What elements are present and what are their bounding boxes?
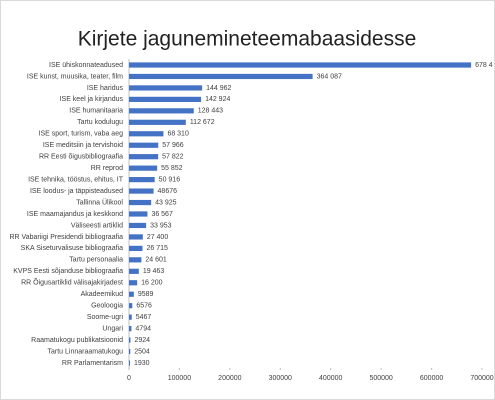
bar: [129, 177, 155, 183]
data-label: 68 310: [167, 131, 189, 138]
bar: [129, 142, 159, 148]
data-label: 27 400: [147, 234, 169, 241]
bar: [129, 268, 139, 274]
bar: [129, 199, 152, 206]
bar: [129, 165, 158, 171]
x-tick-label: 300000: [269, 375, 292, 382]
data-label: 24 601: [145, 257, 167, 264]
x-tick-label: 600000: [420, 375, 443, 382]
y-tick-label: ISE maamajandus ja keskkond: [27, 211, 123, 218]
bar: [129, 303, 133, 309]
data-label: 364 087: [317, 73, 342, 80]
data-label: 48676: [158, 188, 178, 195]
chart-title: Kirjete jagunemineteemabaasidesse: [78, 28, 417, 51]
x-tick-label: 500000: [369, 375, 392, 382]
bar: [129, 314, 132, 320]
bar: [129, 108, 194, 114]
y-tick-label: ISE ühiskonnateadused: [49, 62, 123, 69]
y-tick-label: RR reprod: [91, 165, 123, 172]
data-label: 144 962: [206, 85, 231, 92]
bar: [129, 62, 472, 68]
data-label: 50 916: [159, 176, 181, 183]
x-tick-label: 700000: [470, 375, 493, 382]
y-tick-label: ISE humanitaaria: [69, 108, 123, 115]
data-label: 112 672: [190, 119, 215, 126]
y-tick-label: KVPS Eesti sõjanduse bibliograafia: [13, 268, 123, 275]
data-label: 26 715: [146, 245, 168, 252]
y-tick-label: RR Õigusartiklid välisajakirjadest: [21, 278, 123, 287]
bar: [129, 222, 147, 229]
y-tick-label: Akadeemikud: [81, 291, 124, 298]
bar: [129, 291, 134, 297]
y-tick-label: Väliseesti artiklid: [71, 222, 123, 229]
bar: [129, 360, 130, 366]
bar: [129, 73, 313, 80]
data-label: 6576: [136, 303, 152, 310]
bar: [129, 131, 164, 137]
x-tick-label: 0: [127, 375, 131, 382]
bar: [129, 280, 138, 286]
x-tick-label: 100000: [168, 375, 191, 382]
data-label: 4794: [135, 325, 151, 332]
data-label: 128 443: [198, 108, 223, 115]
y-tick-label: ISE tehnika, tööstus, ehitus, IT: [28, 176, 124, 183]
y-tick-label: Ungari: [102, 325, 123, 332]
data-label: 36 567: [151, 211, 173, 218]
y-tick-label: SKA Siseturvalisuse bibliograafia: [21, 245, 123, 252]
data-label: 1930: [134, 360, 150, 367]
y-tick-label: RR Eesti õigusbibliograafia: [39, 154, 123, 161]
data-label: 43 925: [155, 199, 177, 206]
y-tick-label: Tartu personaalia: [69, 257, 123, 264]
bar: [129, 188, 154, 194]
bar: [129, 348, 131, 355]
y-tick-label: Tallinna Ülikool: [76, 198, 123, 206]
bar: [129, 245, 143, 251]
y-tick-label: ISE haridus: [87, 85, 124, 92]
data-label: 9589: [138, 291, 154, 298]
y-tick-label: ISE keel ja kirjandus: [60, 96, 124, 103]
data-label: 5467: [136, 314, 152, 321]
bar: [129, 257, 142, 263]
x-tick-label: 400000: [319, 375, 342, 382]
bar: [129, 337, 131, 343]
y-tick-label: ISE kunst, muusika, teater, film: [27, 73, 123, 80]
y-tick-label: ISE meditsiin ja tervishoid: [43, 142, 123, 149]
data-label: 57 822: [162, 154, 184, 161]
bar: [129, 119, 186, 125]
bar: [129, 96, 202, 102]
data-label: 16 200: [141, 280, 163, 287]
y-tick-label: ISE loodus- ja täppisteadused: [30, 188, 123, 195]
bar: [129, 85, 203, 91]
data-label: 2504: [134, 348, 150, 355]
y-tick-label: ISE sport, turism, vaba aeg: [39, 131, 124, 138]
data-label: 2924: [134, 337, 150, 344]
x-tick-label: 200000: [218, 375, 241, 382]
y-tick-label: RR Vabariigi Presidendi bibliograafia: [10, 234, 124, 241]
y-tick-label: Tartu Linnaraamatukogu: [48, 348, 124, 355]
data-label: 678 4: [475, 62, 493, 69]
bar: [129, 326, 132, 332]
y-tick-label: Tartu kodulugu: [77, 119, 123, 126]
data-label: 55 852: [161, 165, 183, 172]
y-tick-label: RR Parlamentarism: [62, 360, 123, 367]
y-tick-label: Soome-ugri: [87, 314, 124, 321]
data-label: 19 463: [143, 268, 165, 275]
y-tick-label: Raamatukogu publikatsioonid: [31, 337, 123, 344]
data-label: 142 924: [205, 96, 230, 103]
data-label: 33 953: [150, 222, 172, 229]
bar: [129, 211, 148, 217]
y-tick-label: Geoloogia: [91, 303, 123, 310]
bar: [129, 154, 159, 160]
data-label: 57 966: [162, 142, 184, 149]
bar: [129, 234, 143, 240]
